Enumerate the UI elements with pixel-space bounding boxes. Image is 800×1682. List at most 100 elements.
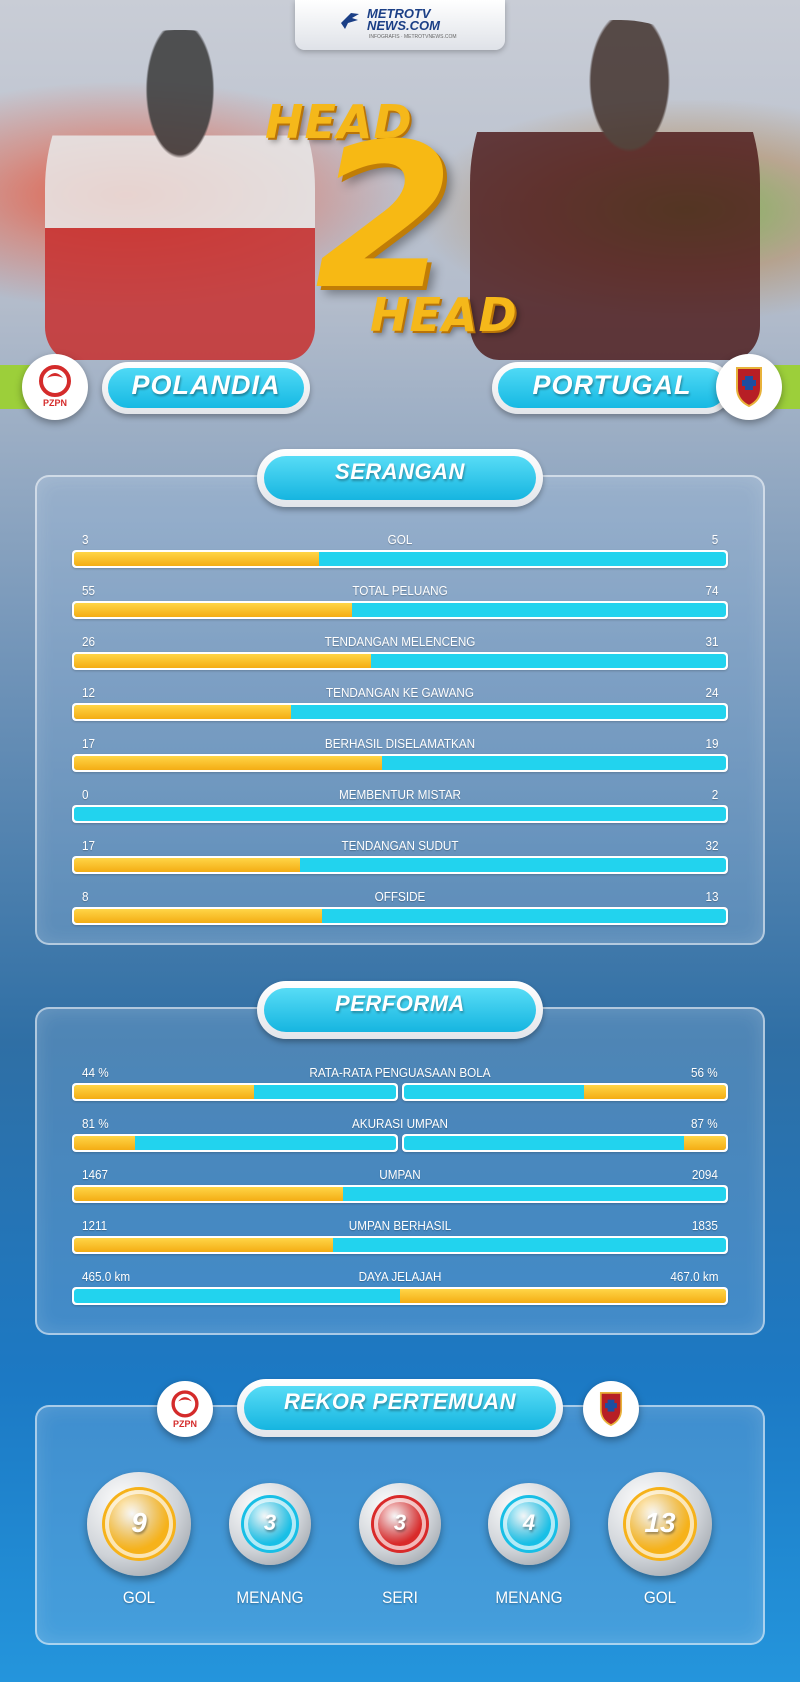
stat-right-value: 467.0 km [669,1269,718,1284]
accuracy-bar-right [402,1134,728,1152]
pzpn-crest-label: PZPN [42,398,67,408]
possession-label: RATA-RATA PENGUASAAN BOLA [309,1065,491,1080]
stat-comparison-bar [72,1287,728,1305]
stat-row-accuracy: 81 % AKURASI UMPAN 87 % [72,1116,728,1156]
possession-bar-right [402,1083,728,1101]
stat-right-value: 74 [704,583,718,598]
serangan-stat-row: 17 TENDANGAN SUDUT 32 [72,838,728,878]
stat-label: TOTAL PELUANG [352,583,448,598]
stat-right-value: 31 [704,634,718,649]
stat-label: GOL [387,532,413,547]
accuracy-left-value: 81 % [82,1116,109,1131]
rekor-ring-core [626,1490,694,1558]
rekor-caption: SERI [382,1588,418,1607]
stat-comparison-bar [72,856,728,874]
stat-left-value: 3 [82,532,89,547]
stat-comparison-bar [72,652,728,670]
rekor-caption: MENANG [236,1588,304,1607]
stat-label: MEMBENTUR MISTAR [338,787,461,802]
stat-label: TENDANGAN KE GAWANG [325,685,474,700]
stat-comparison-bar [72,1236,728,1254]
stat-left-value: 17 [82,736,96,751]
rekor-item: 3 MENANG [205,1483,335,1608]
stat-comparison-bar [72,907,728,925]
stat-comparison-bar [72,703,728,721]
stat-label: BERHASIL DISELAMATKAN [324,736,476,751]
rekor-value: 4 [522,1510,536,1536]
pzpn-crest-small-icon: PZPN [157,1381,213,1437]
stat-left-value: 8 [82,889,89,904]
rekor-ring-core [374,1498,426,1550]
possession-right-value: 56 % [691,1065,718,1080]
stat-comparison-bar [72,601,728,619]
serangan-header: SERANGAN [257,449,543,507]
team-name-left: POLANDIA [131,370,281,400]
performa-stat-row: 465.0 km DAYA JELAJAH 467.0 km [72,1269,728,1309]
pzpn-crest-small-label: PZPN [172,1419,197,1429]
rekor-caption: MENANG [495,1588,563,1607]
title-head-bottom: HEAD [370,288,518,342]
fpf-crest-icon [716,354,782,420]
logo-tagline: INFOGRAFIS · METROTVNEWS.COM [369,34,457,40]
performa-stat-row: 1467 UMPAN 2094 [72,1167,728,1207]
fpf-shield-icon [736,367,762,408]
pzpn-crest-icon: PZPN [22,354,88,420]
rekor-ring-core [105,1490,173,1558]
pzpn-eagle-icon [39,365,71,397]
accuracy-label: AKURASI UMPAN [351,1116,448,1131]
portugal-name-badge: PORTUGAL [492,362,732,414]
stat-right-value: 13 [704,889,718,904]
stat-comparison-bar [72,1185,728,1203]
fpf-crest-small-icon [583,1381,639,1437]
rekor-value: 3 [263,1510,277,1536]
rekor-item: 3 SERI [335,1483,465,1608]
stat-right-value: 2 [711,787,718,802]
rekor-ring: 9 [87,1472,191,1576]
fpf-shield-small-icon [599,1392,623,1427]
rekor-item: 9 GOL [74,1472,204,1608]
stat-comparison-bar [72,550,728,568]
polandia-name-badge: POLANDIA [102,362,310,414]
rekor-value: 13 [644,1506,676,1538]
stat-label: UMPAN [379,1167,421,1182]
metrotvnews-logo[interactable]: METROTV NEWS.COM INFOGRAFIS · METROTVNEW… [295,0,505,50]
serangan-stat-row: 12 TENDANGAN KE GAWANG 24 [72,685,728,725]
rekor-value: 9 [131,1506,147,1538]
accuracy-bar-left [72,1134,398,1152]
stat-left-value: 465.0 km [82,1269,131,1284]
serangan-stat-row: 0 MEMBENTUR MISTAR 2 [72,787,728,827]
stat-right-value: 24 [704,685,718,700]
portugal-player-illustration [470,20,760,360]
header-banner: METROTV NEWS.COM INFOGRAFIS · METROTVNEW… [0,0,800,420]
serangan-stat-row: 3 GOL 5 [72,532,728,572]
rekor-ring: 3 [229,1483,311,1565]
stat-label: TENDANGAN MELENCENG [324,634,476,649]
stat-left-value: 1211 [82,1218,108,1233]
possession-bar-left [72,1083,398,1101]
rekor-ring-core [503,1498,555,1550]
rekor-ring: 3 [359,1483,441,1565]
performa-stat-row: 1211 UMPAN BERHASIL 1835 [72,1218,728,1258]
stat-row-possession: 44 % RATA-RATA PENGUASAAN BOLA 56 % [72,1065,728,1105]
rekor-header: REKOR PERTEMUAN [237,1379,563,1437]
stat-right-value: 1835 [691,1218,718,1233]
team-name-right: PORTUGAL [532,370,692,400]
stat-comparison-bar [72,754,728,772]
section-title-serangan: SERANGAN [335,459,465,484]
title-number-two: 2 [315,101,455,334]
rekor-item: 13 GOL [595,1472,725,1608]
rekor-value: 3 [393,1510,407,1536]
rekor-ring: 4 [488,1483,570,1565]
metrotv-eagle-icon [341,13,359,29]
accuracy-right-value: 87 % [691,1116,718,1131]
logo-wordmark: METROTV NEWS.COM [367,6,440,33]
rekor-caption: GOL [122,1588,156,1607]
pzpn-eagle-small-icon [171,1390,199,1418]
serangan-stat-row: 8 OFFSIDE 13 [72,889,728,929]
serangan-stat-row: 17 BERHASIL DISELAMATKAN 19 [72,736,728,776]
section-title-performa: PERFORMA [335,991,465,1016]
serangan-stat-row: 26 TENDANGAN MELENCENG 31 [72,634,728,674]
stat-right-value: 32 [704,838,718,853]
polandia-player-illustration [45,30,315,360]
stat-left-value: 55 [82,583,96,598]
